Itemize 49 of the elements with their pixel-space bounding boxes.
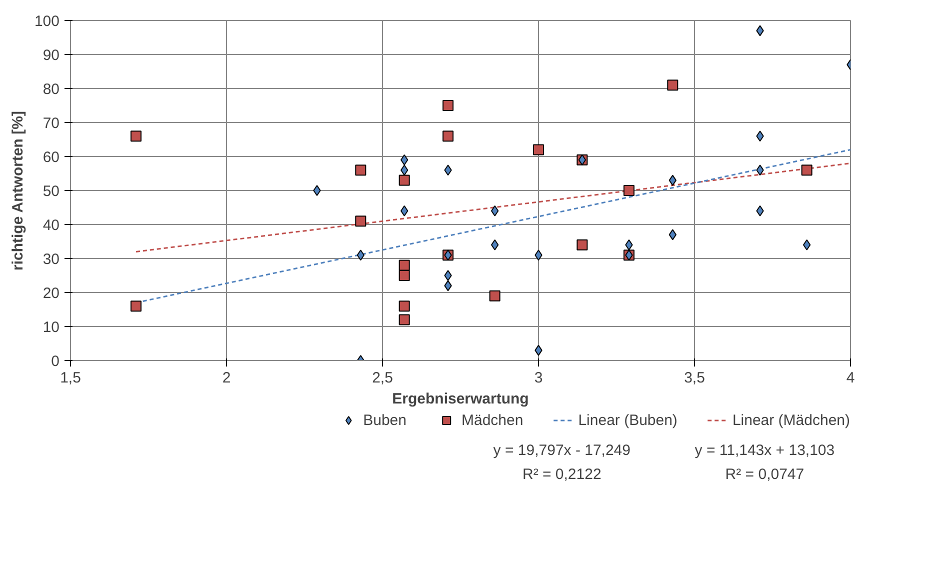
y-tick-label: 20 [42, 285, 60, 302]
point [313, 185, 321, 196]
point [398, 300, 410, 312]
point [442, 130, 454, 142]
legend-label: Linear (Mädchen) [732, 412, 850, 428]
point [130, 130, 142, 142]
y-tick-label: 0 [51, 353, 60, 370]
text: y = 19,797x - 17,249 [493, 442, 630, 459]
x-tick-label: 3,5 [684, 370, 705, 386]
point [576, 239, 588, 250]
y-tick-label: 10 [42, 319, 60, 336]
x-tick-label: 2,5 [372, 370, 393, 386]
y-tick-label: 70 [42, 115, 60, 132]
y-tick-label: 50 [42, 183, 60, 200]
point [444, 270, 452, 281]
text: y = 11,143x + 13,103 [694, 442, 835, 459]
point [801, 164, 812, 176]
point [398, 314, 410, 326]
point [623, 185, 634, 196]
x-tick-label: 2 [222, 370, 231, 386]
text: R² = 0,0747 [725, 466, 804, 483]
y-tick-label: 100 [34, 13, 60, 30]
point [130, 300, 142, 312]
text: R² = 0,2122 [522, 466, 602, 483]
y-axis-title: richtige Antworten [%] [9, 111, 26, 270]
legend-label: Buben [363, 412, 406, 428]
point [398, 260, 410, 271]
y-tick-label: 40 [42, 217, 60, 234]
point [667, 80, 678, 91]
y-tick-label: 80 [42, 81, 60, 98]
point [490, 205, 499, 216]
x-tick-label: 4 [846, 370, 855, 386]
point [802, 239, 811, 250]
point [489, 290, 500, 302]
x-tick-label: 3 [534, 370, 543, 386]
point [355, 216, 366, 227]
legend-label: Mädchen [461, 412, 524, 428]
point [490, 239, 499, 250]
y-tick-label: 30 [42, 251, 60, 268]
point [398, 174, 410, 186]
point [533, 144, 544, 156]
x-tick-label: 1,5 [60, 370, 81, 386]
point [398, 270, 410, 281]
point [442, 100, 454, 111]
y-tick-label: 60 [42, 149, 60, 166]
legend-label: Linear (Buben) [578, 412, 678, 428]
y-tick-label: 90 [42, 47, 60, 64]
point [355, 164, 366, 176]
x-axis-title: Ergebniserwartung [392, 390, 529, 408]
